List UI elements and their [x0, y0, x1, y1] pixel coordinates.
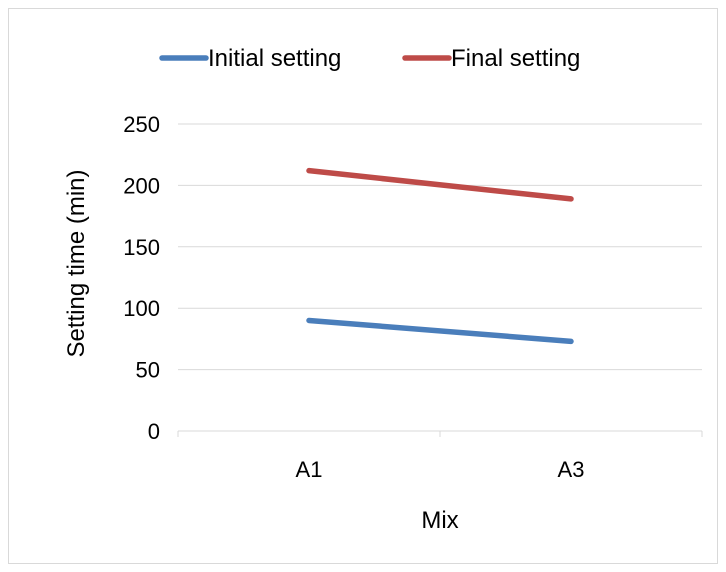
legend-label: Final setting: [451, 45, 580, 72]
x-tick-labels: A1 A3: [296, 457, 585, 482]
y-tick-label: 50: [136, 358, 160, 383]
x-axis-title: Mix: [421, 507, 458, 534]
y-tick-label: 150: [123, 235, 160, 260]
y-tick-label: 250: [123, 112, 160, 137]
series-lines: [306, 167, 574, 345]
y-tick-label: 100: [123, 296, 160, 321]
chart-frame: [8, 8, 718, 564]
y-axis-title: Setting time (min): [63, 169, 90, 357]
x-tick-label: A1: [296, 457, 323, 482]
y-tick-labels: 0 50 100 150 200 250: [123, 112, 160, 444]
series-line: [306, 317, 574, 345]
x-tick-label: A3: [558, 457, 585, 482]
axes: [177, 430, 703, 437]
gridlines: [178, 123, 702, 371]
y-tick-label: 200: [123, 173, 160, 198]
series-line: [306, 167, 574, 202]
legend: Initial setting Final setting: [159, 45, 580, 72]
y-tick-label: 0: [148, 419, 160, 444]
legend-label: Initial setting: [208, 45, 341, 72]
